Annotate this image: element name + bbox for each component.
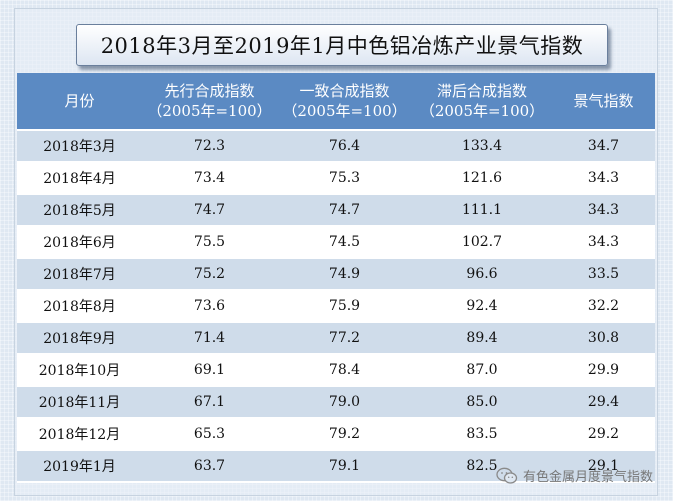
leading-index-cell: 72.3 <box>142 130 277 163</box>
footer-watermark: 有色金属月度景气指数 <box>496 466 653 485</box>
prosperity-index-cell: 34.3 <box>552 194 655 227</box>
month-cell: 2018年11月 <box>17 386 142 419</box>
table-row: 2018年10月 69.1 78.4 87.0 29.9 <box>17 354 655 387</box>
leading-index-cell: 73.4 <box>142 162 277 195</box>
lagging-index-cell: 83.5 <box>412 418 552 451</box>
lagging-index-cell: 92.4 <box>412 290 552 323</box>
prosperity-index-cell: 29.2 <box>552 418 655 451</box>
prosperity-index-cell: 34.7 <box>552 130 655 163</box>
table-row: 2018年4月 73.4 75.3 121.6 34.3 <box>17 162 655 195</box>
table-header-row: 月份 先行合成指数 （2005年=100） 一致合成指数 （2005年=100） 滞… <box>17 73 655 131</box>
leading-index-cell: 75.5 <box>142 226 277 259</box>
coincident-index-cell: 79.1 <box>277 450 412 483</box>
table-row: 2018年12月 65.3 79.2 83.5 29.2 <box>17 418 655 451</box>
prosperity-index-cell: 30.8 <box>552 322 655 355</box>
month-cell: 2019年1月 <box>17 450 142 483</box>
month-cell: 2018年6月 <box>17 226 142 259</box>
header-prosperity-index: 景气指数 <box>552 73 655 131</box>
month-cell: 2018年5月 <box>17 194 142 227</box>
table-row: 2018年9月 71.4 77.2 89.4 30.8 <box>17 322 655 355</box>
prosperity-index-cell: 34.3 <box>552 226 655 259</box>
leading-index-cell: 67.1 <box>142 386 277 419</box>
prosperity-index-cell: 32.2 <box>552 290 655 323</box>
leading-index-cell: 74.7 <box>142 194 277 227</box>
month-cell: 2018年7月 <box>17 258 142 291</box>
prosperity-index-cell: 29.4 <box>552 386 655 419</box>
table-row: 2018年5月 74.7 74.7 111.1 34.3 <box>17 194 655 227</box>
table-row: 2018年6月 75.5 74.5 102.7 34.3 <box>17 226 655 259</box>
header-lagging-index: 滞后合成指数 （2005年=100） <box>412 73 552 131</box>
lagging-index-cell: 111.1 <box>412 194 552 227</box>
table-row: 2018年7月 75.2 74.9 96.6 33.5 <box>17 258 655 291</box>
prosperity-index-cell: 29.9 <box>552 354 655 387</box>
month-cell: 2018年4月 <box>17 162 142 195</box>
table-row: 2018年11月 67.1 79.0 85.0 29.4 <box>17 386 655 419</box>
leading-index-cell: 75.2 <box>142 258 277 291</box>
coincident-index-cell: 79.0 <box>277 386 412 419</box>
month-cell: 2018年9月 <box>17 322 142 355</box>
coincident-index-cell: 74.5 <box>277 226 412 259</box>
lagging-index-cell: 89.4 <box>412 322 552 355</box>
lagging-index-cell: 121.6 <box>412 162 552 195</box>
table-row: 2018年8月 73.6 75.9 92.4 32.2 <box>17 290 655 323</box>
lagging-index-cell: 96.6 <box>412 258 552 291</box>
month-cell: 2018年12月 <box>17 418 142 451</box>
lagging-index-cell: 133.4 <box>412 130 552 163</box>
leading-index-cell: 63.7 <box>142 450 277 483</box>
coincident-index-cell: 75.3 <box>277 162 412 195</box>
coincident-index-cell: 77.2 <box>277 322 412 355</box>
wechat-icon <box>496 467 518 484</box>
lagging-index-cell: 85.0 <box>412 386 552 419</box>
leading-index-cell: 73.6 <box>142 290 277 323</box>
header-leading-index: 先行合成指数 （2005年=100） <box>142 73 277 131</box>
index-table: 月份 先行合成指数 （2005年=100） 一致合成指数 （2005年=100） 滞… <box>17 73 655 483</box>
leading-index-cell: 65.3 <box>142 418 277 451</box>
page-title: 2018年3月至2019年1月中色铝冶炼产业景气指数 <box>76 24 608 66</box>
month-cell: 2018年3月 <box>17 130 142 163</box>
leading-index-cell: 71.4 <box>142 322 277 355</box>
table-row: 2019年1月 63.7 79.1 82.5 29.1 <box>17 450 655 483</box>
lagging-index-cell: 82.5 <box>412 450 552 483</box>
coincident-index-cell: 79.2 <box>277 418 412 451</box>
prosperity-index-cell: 33.5 <box>552 258 655 291</box>
month-cell: 2018年10月 <box>17 354 142 387</box>
coincident-index-cell: 74.7 <box>277 194 412 227</box>
table-row: 2018年3月 72.3 76.4 133.4 34.7 <box>17 130 655 163</box>
prosperity-index-cell: 34.3 <box>552 162 655 195</box>
coincident-index-cell: 78.4 <box>277 354 412 387</box>
footer-text: 有色金属月度景气指数 <box>522 470 653 485</box>
leading-index-cell: 69.1 <box>142 354 277 387</box>
month-cell: 2018年8月 <box>17 290 142 323</box>
coincident-index-cell: 74.9 <box>277 258 412 291</box>
lagging-index-cell: 102.7 <box>412 226 552 259</box>
coincident-index-cell: 75.9 <box>277 290 412 323</box>
coincident-index-cell: 76.4 <box>277 130 412 163</box>
header-month: 月份 <box>17 73 142 131</box>
prosperity-index-cell: 29.1 <box>552 450 655 483</box>
lagging-index-cell: 87.0 <box>412 354 552 387</box>
header-coincident-index: 一致合成指数 （2005年=100） <box>277 73 412 131</box>
